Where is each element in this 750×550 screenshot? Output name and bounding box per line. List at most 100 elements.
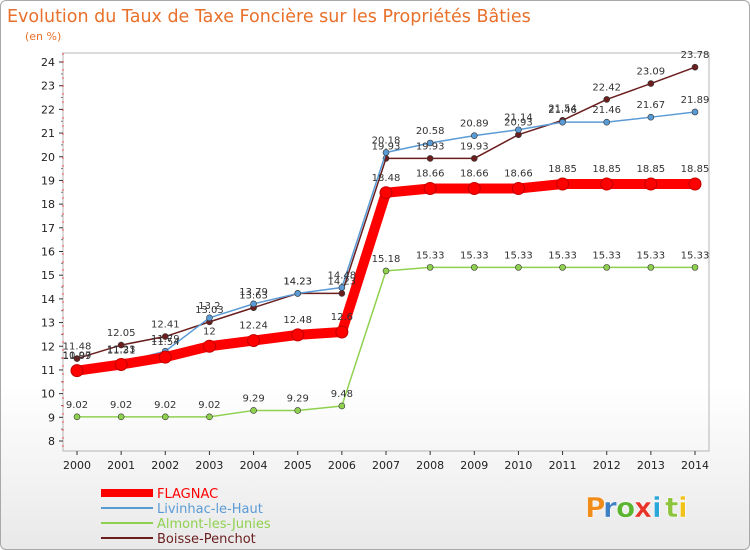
data-point-almont-les-junies xyxy=(691,264,699,271)
y-tick-label: 15 xyxy=(41,269,55,282)
x-tick-label: 2001 xyxy=(107,459,135,472)
legend-label-livinhac-le-haut: Livinhac-le-Haut xyxy=(157,502,263,517)
data-label-almont-les-junies: 15.33 xyxy=(592,250,621,261)
data-point-almont-les-junies xyxy=(294,407,302,414)
data-point-almont-les-junies xyxy=(515,264,522,271)
logo-letter: i xyxy=(652,491,662,524)
data-label-boisse-penchot: 13.03 xyxy=(195,305,224,316)
y-tick-label: 24 xyxy=(41,56,55,69)
data-label-boisse-penchot: 11.48 xyxy=(63,342,92,353)
y-tick-label: 21 xyxy=(41,127,55,140)
x-tick-label: 2002 xyxy=(151,459,179,472)
data-point-flagnac xyxy=(556,177,570,191)
data-label-almont-les-junies: 15.33 xyxy=(548,250,577,261)
data-label-flagnac: 18.48 xyxy=(372,173,401,184)
data-point-flagnac xyxy=(70,364,84,378)
data-label-livinhac-le-haut: 21.14 xyxy=(504,113,533,124)
data-label-livinhac-le-haut: 20.18 xyxy=(372,135,401,146)
legend-label-flagnac: FLAGNAC xyxy=(157,487,218,502)
data-point-livinhac-le-haut xyxy=(250,300,257,308)
data-point-flagnac xyxy=(158,350,172,364)
data-label-almont-les-junies: 9.48 xyxy=(331,389,353,400)
data-point-flagnac xyxy=(644,177,658,191)
data-point-almont-les-junies xyxy=(603,264,611,271)
data-point-livinhac-le-haut xyxy=(515,126,522,134)
data-point-flagnac xyxy=(114,357,128,371)
data-point-almont-les-junies xyxy=(559,264,566,271)
data-point-almont-les-junies xyxy=(117,413,125,421)
data-label-livinhac-le-haut: 14.23 xyxy=(283,276,312,287)
legend: FLAGNACLivinhac-le-HautAlmont-les-Junies… xyxy=(101,487,271,547)
data-label-livinhac-le-haut: 21.46 xyxy=(548,105,577,116)
data-label-flagnac: 18.66 xyxy=(460,168,489,179)
data-point-almont-les-junies xyxy=(73,413,81,421)
data-label-almont-les-junies: 9.02 xyxy=(110,400,132,411)
y-tick-label: 20 xyxy=(41,151,55,164)
data-label-boisse-penchot: 12.05 xyxy=(107,328,136,339)
data-label-boisse-penchot: 14.23 xyxy=(328,276,357,287)
data-label-boisse-penchot: 23.09 xyxy=(637,67,666,78)
data-label-boisse-penchot: 21.54 xyxy=(548,103,577,114)
data-point-almont-les-junies xyxy=(338,402,346,410)
data-label-flagnac: 18.66 xyxy=(504,168,533,179)
y-tick-label: 18 xyxy=(41,198,55,211)
data-point-livinhac-le-haut xyxy=(294,290,302,297)
data-point-almont-les-junies xyxy=(161,413,169,421)
data-label-boisse-penchot: 14.23 xyxy=(283,276,312,287)
y-tick-label: 8 xyxy=(48,435,55,448)
x-tick-label: 2010 xyxy=(504,459,532,472)
data-label-boisse-penchot: 19.93 xyxy=(416,141,445,152)
data-label-livinhac-le-haut: 11.79 xyxy=(151,334,180,345)
logo-letter: r xyxy=(603,491,617,524)
data-point-almont-les-junies xyxy=(470,264,478,271)
data-label-boisse-penchot: 20.93 xyxy=(504,118,533,129)
data-labels-layer: 10.97 11.23 11.54 12 12.24 12.48 12.6 18.48 18.6… xyxy=(63,50,710,411)
data-label-boisse-penchot: 19.93 xyxy=(460,141,489,152)
data-label-livinhac-le-haut: 20.89 xyxy=(460,119,489,130)
data-label-boisse-penchot: 19.93 xyxy=(372,141,401,152)
logo-letter: x xyxy=(634,491,652,524)
data-point-flagnac xyxy=(467,181,481,195)
data-label-livinhac-le-haut: 20.58 xyxy=(416,126,445,137)
data-point-flagnac xyxy=(247,334,261,348)
data-label-flagnac: 18.85 xyxy=(548,164,577,175)
y-tick-label: 17 xyxy=(41,222,55,235)
x-tick-label: 2004 xyxy=(240,459,268,472)
data-label-almont-les-junies: 9.02 xyxy=(66,400,88,411)
logo-letter: o xyxy=(616,491,635,524)
data-point-livinhac-le-haut xyxy=(338,284,346,291)
y-tick-label: 12 xyxy=(41,340,55,353)
y-tick-label: 19 xyxy=(41,174,55,187)
data-point-almont-les-junies xyxy=(647,264,655,271)
data-label-flagnac: 12 xyxy=(203,326,216,337)
data-label-livinhac-le-haut: 21.67 xyxy=(637,100,666,111)
data-point-boisse-penchot xyxy=(73,355,81,362)
data-label-flagnac: 11.23 xyxy=(107,344,136,355)
data-point-flagnac xyxy=(423,181,437,195)
x-tick-label: 2013 xyxy=(637,459,665,472)
y-tick-label: 11 xyxy=(41,364,55,377)
x-tick-label: 2000 xyxy=(63,459,91,472)
data-point-livinhac-le-haut xyxy=(559,118,566,126)
data-point-boisse-penchot xyxy=(647,80,655,87)
data-point-livinhac-le-haut xyxy=(647,113,655,121)
y-tick-label: 22 xyxy=(41,103,55,116)
series-layer xyxy=(70,63,702,421)
chart-axes: 8 9 10 11 12 13 14 15 16 17 18 19 20 21 22 23 24 2000 2001… xyxy=(41,53,709,472)
data-point-flagnac xyxy=(379,186,393,200)
data-point-flagnac xyxy=(511,181,525,195)
y-tick-label: 23 xyxy=(41,80,55,93)
logo-letter: i xyxy=(678,491,688,524)
data-label-almont-les-junies: 15.33 xyxy=(416,250,445,261)
data-label-almont-les-junies: 9.02 xyxy=(198,400,220,411)
data-label-livinhac-le-haut: 11.31 xyxy=(107,346,136,357)
data-label-flagnac: 12.24 xyxy=(239,321,268,332)
data-label-livinhac-le-haut: 21.46 xyxy=(592,105,621,116)
proxiti-logo: Pr ox i t i xyxy=(585,491,688,525)
data-label-livinhac-le-haut: 13.79 xyxy=(239,287,268,298)
data-label-flagnac: 18.66 xyxy=(416,168,445,179)
data-point-livinhac-le-haut xyxy=(426,139,434,147)
data-label-flagnac: 10.97 xyxy=(63,351,92,362)
